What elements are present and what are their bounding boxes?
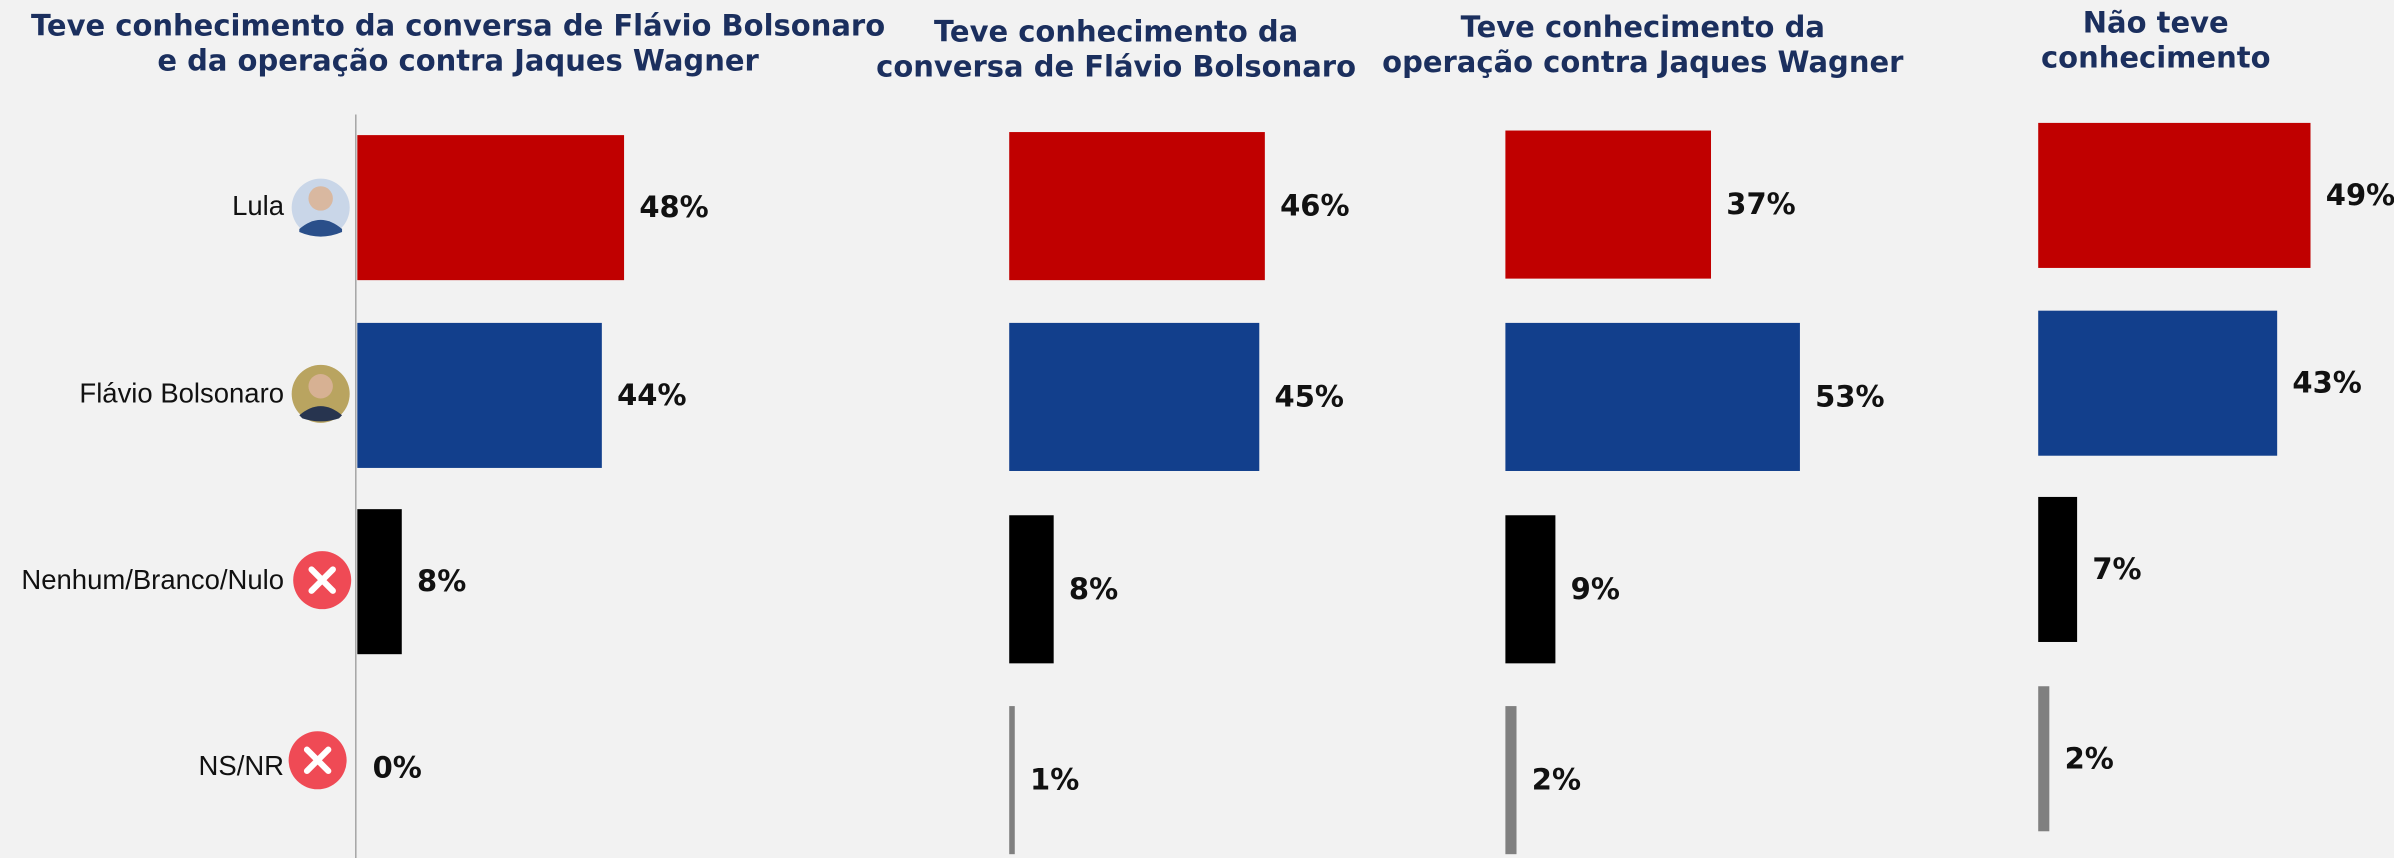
value-label: 7% — [2092, 552, 2141, 586]
bar — [1009, 132, 1265, 281]
panel-title: Teve conhecimento da — [1461, 10, 1825, 44]
value-label: 2% — [2065, 741, 2114, 775]
category-label: Lula — [232, 190, 285, 221]
panel-title: e da operação contra Jaques Wagner — [157, 44, 759, 78]
bar — [357, 135, 625, 281]
value-label: 53% — [1815, 379, 1884, 413]
value-label: 9% — [1571, 572, 1620, 606]
panel-title: Teve conhecimento da — [934, 15, 1298, 49]
bar — [2038, 310, 2278, 456]
icon-x — [288, 731, 347, 790]
bar — [1009, 515, 1054, 664]
bar — [1505, 130, 1712, 279]
category-label: Flávio Bolsonaro — [79, 378, 284, 409]
value-label: 0% — [373, 750, 422, 784]
value-label: 8% — [1069, 572, 1118, 606]
panel-title: conversa de Flávio Bolsonaro — [876, 50, 1356, 84]
bar — [1505, 706, 1517, 855]
bar — [2038, 686, 2050, 832]
bar — [2038, 122, 2311, 268]
value-label: 49% — [2326, 178, 2394, 212]
bar — [1505, 322, 1800, 471]
value-label: 2% — [1532, 763, 1581, 797]
panel-title: operação contra Jaques Wagner — [1382, 45, 1904, 79]
value-label: 8% — [417, 564, 466, 598]
category-label: NS/NR — [199, 750, 284, 781]
bar — [357, 509, 402, 655]
bar — [357, 322, 602, 468]
value-label: 44% — [617, 378, 686, 412]
bar — [1009, 706, 1015, 855]
value-label: 1% — [1030, 763, 1079, 797]
value-label: 45% — [1275, 379, 1344, 413]
bar — [2038, 496, 2078, 642]
value-label: 48% — [639, 190, 708, 224]
value-label: 43% — [2292, 366, 2361, 400]
category-label: Nenhum/Branco/Nulo — [21, 564, 284, 595]
icon-x — [293, 551, 352, 610]
panel-title: Teve conhecimento da conversa de Flávio … — [31, 8, 885, 42]
bar — [1009, 322, 1260, 471]
value-label: 46% — [1280, 189, 1349, 223]
panel-title: conhecimento — [2041, 41, 2271, 75]
value-label: 37% — [1726, 187, 1795, 221]
icon-lula — [291, 178, 350, 237]
icon-flavio — [291, 364, 350, 423]
panel-title: Não teve — [2083, 5, 2229, 39]
bar — [1505, 515, 1556, 664]
